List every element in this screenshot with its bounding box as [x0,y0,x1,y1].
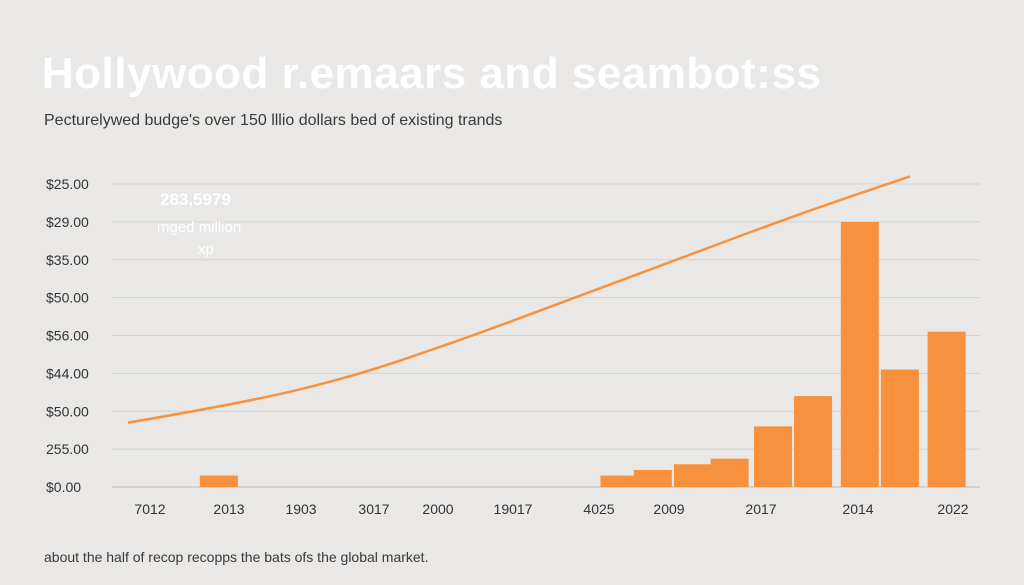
x-tick-label: 2017 [745,501,776,517]
y-tick-label: 255.00 [46,441,89,457]
y-tick-label: $25.00 [46,176,89,192]
y-tick-label: $35.00 [46,252,89,268]
y-tick-label: $0.00 [46,479,81,495]
x-tick-label: 2014 [842,501,873,517]
x-tick-label: 2022 [937,501,968,517]
y-axis-ticks: $25.00 $29.00 $35.00 $50.00 $56.00 $44.00 $50.… [46,176,89,495]
chart-footnote: about the half of recop recopps the bats… [44,549,429,565]
y-tick-label: $29.00 [46,214,89,230]
bar [633,469,672,487]
x-tick-label: 2013 [213,501,244,517]
bar [600,475,639,487]
annotation-unit: xp [198,241,214,258]
x-axis-ticks: 7012 2013 1903 3017 2000 19017 4025 2009 2017 201… [134,501,968,517]
annotation-value: 283,5979 [160,190,231,209]
chart-title: Hollywood r.emaars and seambot:ss [42,49,822,98]
bar [754,426,793,487]
trend-line [127,175,911,424]
grid-lines [112,183,980,488]
y-tick-label: $44.00 [46,365,89,381]
x-tick-label: 19017 [494,501,533,517]
x-tick-label: 3017 [358,501,389,517]
y-tick-label: $50.00 [46,403,89,419]
bar [840,221,879,487]
y-tick-label: $56.00 [46,328,89,344]
bar [927,331,966,487]
x-tick-label: 7012 [134,501,165,517]
chart-subtitle: Pecturelywed budge's over 150 lllio doll… [44,112,503,129]
bar-series [199,221,966,487]
bar [710,458,749,487]
annotation: 283,5979 mged million xp [157,190,241,258]
bar [794,396,833,487]
x-tick-label: 1903 [285,501,316,517]
x-tick-label: 4025 [583,501,614,517]
bar [880,369,919,487]
x-tick-label: 2009 [653,501,684,517]
bar [673,464,712,487]
x-tick-label: 2000 [422,501,453,517]
y-tick-label: $50.00 [46,290,89,306]
annotation-label: mged million [157,219,241,236]
bar [199,475,238,487]
